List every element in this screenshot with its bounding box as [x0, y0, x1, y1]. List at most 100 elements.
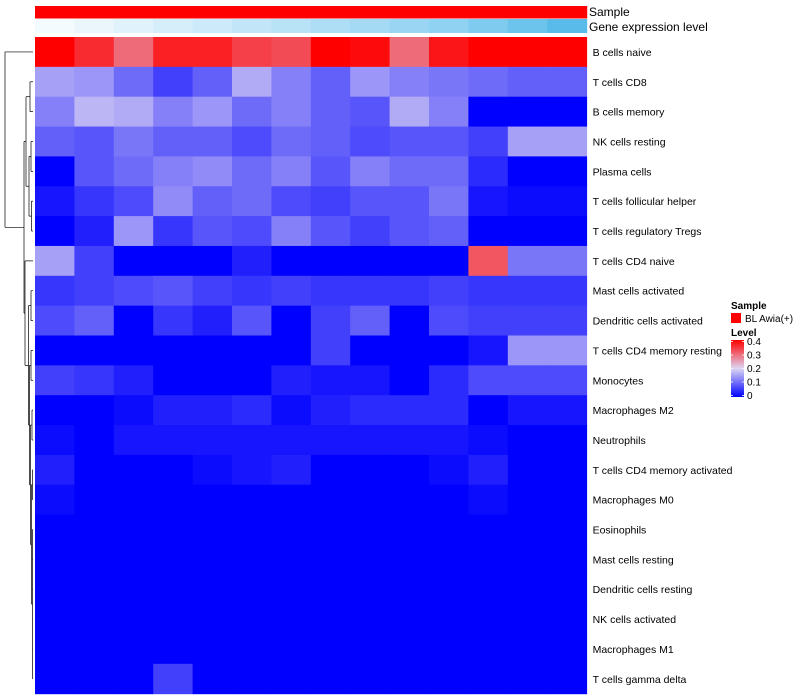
heatmap-cell	[389, 425, 430, 456]
row-labels: B cells naive T cells CD8 B cells memory NK…	[593, 47, 733, 686]
heatmap-cell	[232, 96, 272, 128]
row-label: Macrophages M0	[593, 495, 674, 507]
heatmap-cell	[310, 335, 351, 366]
heatmap-cell	[468, 544, 509, 575]
heatmap-cell	[113, 305, 154, 336]
heatmap-cell	[113, 335, 154, 366]
heatmap-cell	[271, 275, 312, 307]
heatmap-cell	[310, 514, 351, 545]
gene-expression-track-cell	[389, 19, 430, 33]
heatmap-cell	[429, 574, 469, 605]
heatmap-cell	[468, 216, 509, 247]
heatmap-cell	[153, 425, 194, 456]
heatmap-cell	[113, 574, 154, 605]
row-label: Dendritic cells activated	[593, 316, 703, 328]
heatmap-cell	[507, 96, 548, 128]
heatmap-cell	[310, 96, 351, 128]
row-label: Neutrophils	[593, 435, 646, 447]
legend-sample-entry: BL Awia(+)	[745, 314, 793, 325]
heatmap-cell	[192, 484, 233, 516]
heatmap-cell	[153, 604, 194, 635]
heatmap-cell	[113, 514, 154, 545]
heatmap-cell	[192, 275, 233, 307]
heatmap-cell	[232, 365, 272, 396]
heatmap-cell	[468, 634, 509, 665]
heatmap-cell	[35, 484, 75, 516]
heatmap-cell	[507, 514, 548, 545]
heatmap-cell	[153, 335, 194, 366]
gene-expression-track-cell	[310, 19, 351, 33]
heatmap-cell	[547, 634, 588, 665]
heatmap-cell	[74, 305, 115, 336]
heatmap-cell	[507, 186, 548, 217]
heatmap-cell	[74, 335, 115, 366]
heatmap-cell	[389, 156, 430, 187]
heatmap-cell	[389, 544, 430, 575]
heatmap-cell	[271, 663, 312, 695]
heatmap-cell	[547, 604, 588, 635]
heatmap-cell	[389, 604, 430, 635]
heatmap-cell	[547, 66, 588, 98]
heatmap-cell	[153, 37, 194, 68]
heatmap-cell	[35, 96, 75, 128]
heatmap-cell	[389, 395, 430, 426]
heatmap-cell	[271, 454, 312, 486]
heatmap-cell	[429, 604, 469, 635]
heatmap-cell	[35, 604, 75, 635]
heatmap-cell	[507, 634, 548, 665]
sample-track-cell	[429, 6, 469, 19]
row-label: T cells CD4 memory activated	[593, 465, 733, 477]
heatmap-cell	[468, 335, 509, 366]
heatmap-cell	[35, 156, 75, 187]
legend-level-colorbar	[731, 340, 744, 397]
heatmap-cell	[310, 66, 351, 98]
heatmap-cell	[113, 245, 154, 277]
row-label: T cells CD4 memory resting	[593, 345, 722, 357]
heatmap-cell	[113, 126, 154, 157]
heatmap-cell	[468, 156, 509, 187]
heatmap-cell	[310, 305, 351, 336]
legend-sample-title: Sample	[731, 301, 767, 312]
heatmap-cell	[192, 186, 233, 217]
heatmap-cell	[192, 425, 233, 456]
heatmap-cell	[74, 604, 115, 635]
sample-track-cell	[350, 6, 391, 19]
heatmap-cell	[389, 335, 430, 366]
row-label: T cells follicular helper	[593, 196, 697, 208]
heatmap-cell	[350, 96, 391, 128]
heatmap-cell	[468, 514, 509, 545]
heatmap-cell	[547, 425, 588, 456]
heatmap-cell	[350, 126, 391, 157]
heatmap-cell	[507, 156, 548, 187]
sample-track-cell	[153, 6, 194, 19]
heatmap-cell	[468, 604, 509, 635]
heatmap-cell	[547, 305, 588, 336]
heatmap-cell	[350, 454, 391, 486]
heatmap-cell	[192, 156, 233, 187]
heatmap-cell	[74, 126, 115, 157]
heatmap-cell	[350, 37, 391, 68]
heatmap-cell	[429, 634, 469, 665]
heatmap-cell	[271, 156, 312, 187]
heatmap-cell	[271, 514, 312, 545]
heatmap-cell	[192, 37, 233, 68]
heatmap-cell	[350, 186, 391, 217]
heatmap-cell	[507, 335, 548, 366]
heatmap-cell	[507, 395, 548, 426]
row-label: Macrophages M1	[593, 644, 674, 656]
gene-expression-track-cell	[192, 19, 233, 33]
heatmap-cell	[547, 574, 588, 605]
heatmap-cell	[153, 365, 194, 396]
heatmap-cell	[113, 186, 154, 217]
heatmap-cell	[113, 216, 154, 247]
heatmap-cell	[429, 425, 469, 456]
heatmap-cell	[429, 245, 469, 277]
heatmap-cell	[232, 634, 272, 665]
heatmap-cell	[271, 186, 312, 217]
row-label: NK cells activated	[593, 614, 677, 626]
heatmap-cell	[547, 37, 588, 68]
heatmap-cell	[153, 126, 194, 157]
heatmap-cell	[429, 365, 469, 396]
heatmap-cell	[232, 305, 272, 336]
